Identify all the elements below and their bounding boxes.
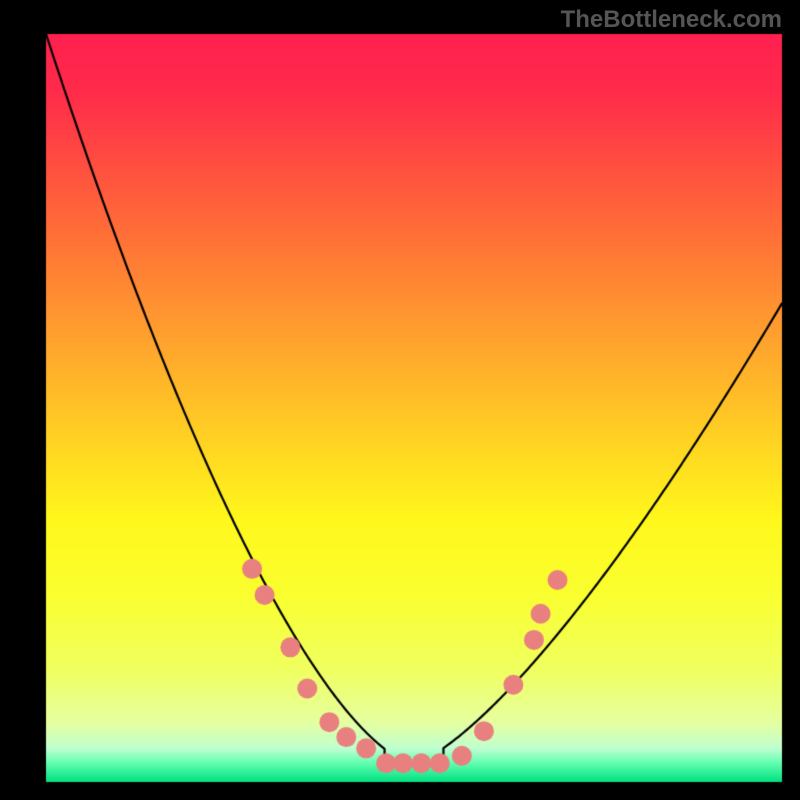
- bottleneck-curve-chart: [0, 0, 800, 800]
- chart-stage: TheBottleneck.com: [0, 0, 800, 800]
